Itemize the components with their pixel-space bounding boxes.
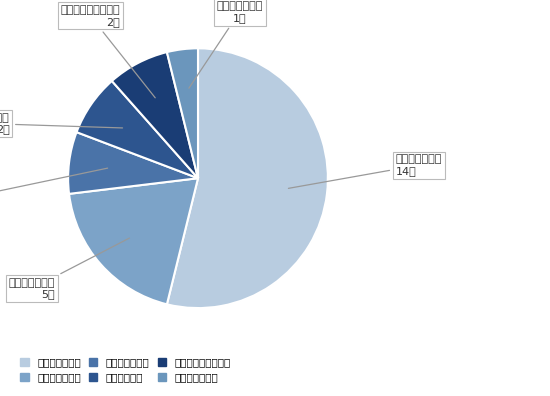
Wedge shape: [69, 178, 198, 304]
Legend: 成都市第七中学, 成都外国语学校, 四川省绵阳中学, 绵阳东辰学校, 嘉祥外国语高级中学, 成都市树德中学: 成都市第七中学, 成都外国语学校, 四川省绵阳中学, 绵阳东辰学校, 嘉祥外国语…: [16, 353, 235, 387]
Text: 成都市第七中学
14人: 成都市第七中学 14人: [288, 154, 442, 188]
Wedge shape: [68, 132, 198, 194]
Text: 成都外国语学校
5人: 成都外国语学校 5人: [9, 238, 129, 299]
Wedge shape: [112, 52, 198, 178]
Text: 四川省绵阳中学
2人: 四川省绵阳中学 2人: [0, 168, 108, 208]
Text: 成都市树德中学
1人: 成都市树德中学 1人: [189, 1, 263, 88]
Wedge shape: [167, 48, 328, 308]
Text: 绵阳东辰学校
2人: 绵阳东辰学校 2人: [0, 113, 123, 135]
Wedge shape: [167, 48, 198, 178]
Text: 嘉祥外国语高级中学
2人: 嘉祥外国语高级中学 2人: [60, 5, 155, 98]
Wedge shape: [76, 81, 198, 178]
